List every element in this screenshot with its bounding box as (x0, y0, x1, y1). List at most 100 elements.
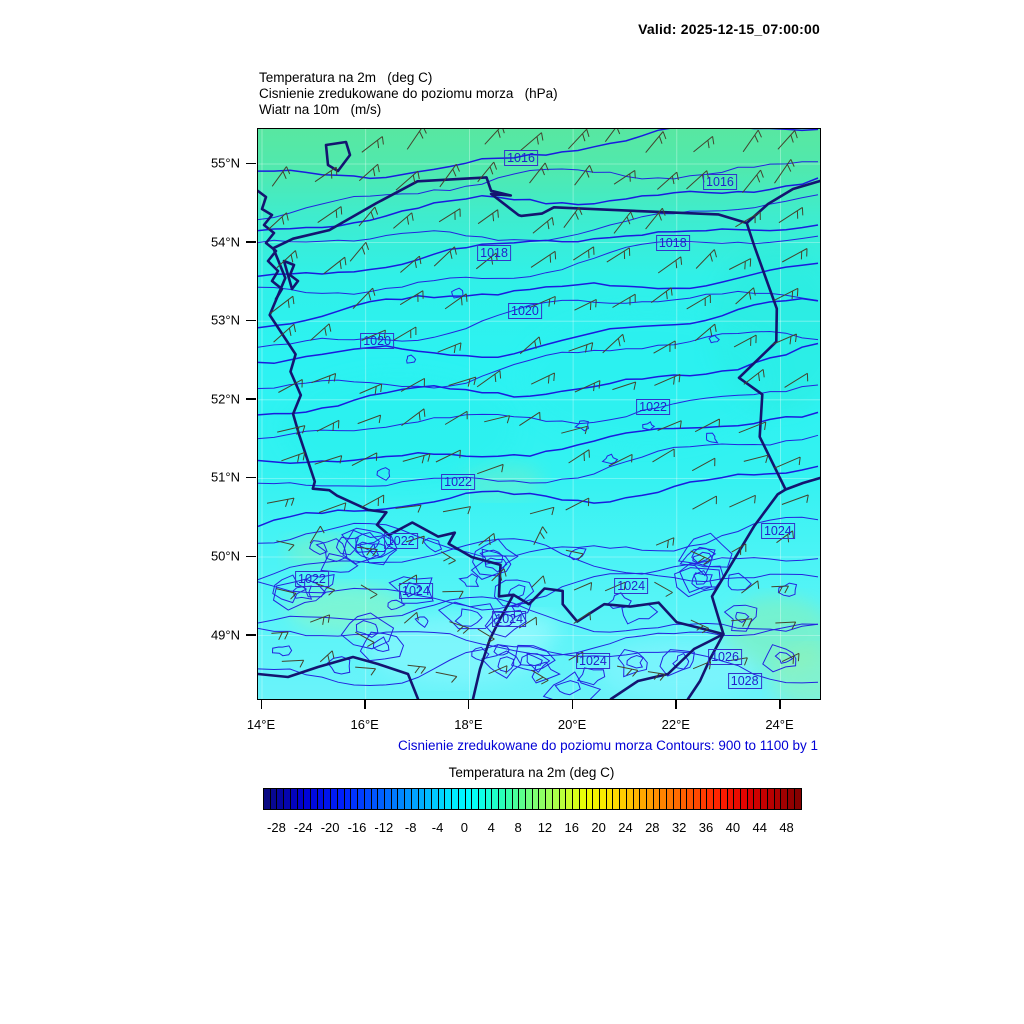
colorbar-tick-label: 0 (460, 820, 468, 835)
colorbar-cell (398, 789, 406, 809)
colorbar-cell (586, 789, 594, 809)
colorbar-tick-label: 40 (725, 820, 741, 835)
colorbar-cell (384, 789, 392, 809)
colorbar-cell (714, 789, 721, 809)
colorbar-cell (445, 789, 453, 809)
colorbar-tick-label: -12 (374, 820, 394, 835)
colorbar-cell (626, 789, 634, 809)
colorbar-cell (284, 789, 291, 809)
colorbar-cell (465, 789, 473, 809)
colorbar-cell (606, 789, 614, 809)
colorbar-cell (546, 789, 553, 809)
plot-title-block: Temperatura na 2m (deg C) Cisnienie zredu… (259, 70, 558, 118)
colorbar-tick-label: -4 (431, 820, 444, 835)
colorbar-cell (673, 789, 681, 809)
lon-axis-tick (467, 699, 470, 709)
colorbar-cell (559, 789, 567, 809)
lat-axis-tick (246, 634, 256, 636)
colorbar-cell (788, 789, 795, 809)
lon-axis-tick (675, 699, 677, 709)
isobar-contours (258, 129, 819, 699)
colorbar-cell (707, 789, 715, 809)
lon-axis-tick (260, 699, 262, 709)
lon-axis-tick (364, 699, 366, 709)
lat-axis-tick (246, 398, 256, 400)
colorbar-tick-label: 32 (671, 820, 687, 835)
colorbar-cell (774, 789, 782, 809)
colorbar-cell (358, 789, 365, 809)
colorbar-cell (337, 789, 345, 809)
colorbar-cell (364, 789, 372, 809)
plot-title-line: Temperatura na 2m (deg C) (259, 70, 433, 85)
colorbar-cell (270, 789, 278, 809)
pressure-label: 1016 (504, 150, 538, 167)
valid-timestamp: Valid: 2025-12-15_07:00:00 (638, 21, 820, 37)
colorbar-cell (573, 789, 580, 809)
lat-axis-label: 54°N (210, 234, 240, 250)
colorbar-tick-label: -28 (267, 820, 286, 835)
colorbar-cell (667, 789, 674, 809)
pressure-label: 1026 (708, 648, 742, 665)
lat-axis-tick (246, 241, 256, 243)
colorbar-cell (344, 789, 352, 809)
colorbar-cell (687, 789, 694, 809)
colorbar-title: Temperatura na 2m (deg C) (448, 765, 615, 780)
plot-title-line: Wiatr na 10m (m/s) (259, 102, 382, 117)
colorbar-cell (794, 789, 801, 809)
colorbar-cell (264, 789, 271, 809)
colorbar-cell (311, 789, 318, 809)
colorbar-cell (727, 789, 735, 809)
pressure-caption: Cisnienie zredukowane do poziomu morza C… (398, 738, 818, 753)
lat-axis-label: 52°N (210, 391, 240, 407)
pressure-label: 1024 (614, 578, 649, 595)
colorbar-cell (418, 789, 426, 809)
colorbar-tick-label: 44 (752, 820, 767, 835)
lat-axis-tick (246, 319, 256, 322)
colorbar-cell (754, 789, 762, 809)
pressure-label: 1024 (760, 522, 795, 539)
colorbar-cell (599, 789, 607, 809)
lat-axis-label: 55°N (210, 155, 240, 171)
map-canvas (258, 129, 820, 699)
colorbar-tick-label: -20 (320, 820, 340, 835)
colorbar-cell (458, 789, 466, 809)
colorbar-cell (499, 789, 506, 809)
colorbar-tick-label: 48 (779, 820, 794, 835)
pressure-label: 1028 (727, 672, 762, 689)
colorbar-tick-label: 36 (698, 820, 714, 835)
colorbar-cell (371, 789, 379, 809)
colorbar-cell (378, 789, 385, 809)
colorbar-cell (734, 789, 742, 809)
pressure-label: 1018 (655, 235, 690, 251)
colorbar-tick-label: 8 (514, 820, 522, 835)
colorbar-cell (431, 789, 439, 809)
colorbar-cell (781, 789, 789, 809)
colorbar-cell (613, 789, 621, 809)
colorbar-cell (720, 789, 728, 809)
colorbar-tick-label: -16 (347, 820, 367, 835)
map-frame: 1016 1016 1018 1018 1020 1020 1022 1022 1024 1022… (257, 128, 821, 700)
colorbar-cell (566, 789, 574, 809)
colorbar-cell (331, 789, 338, 809)
colorbar-cell (425, 789, 432, 809)
colorbar-cell (579, 789, 587, 809)
colorbar-tick-label: 16 (564, 820, 579, 835)
lat-axis-label: 49°N (210, 627, 240, 643)
colorbar-cell (633, 789, 641, 809)
colorbar-cell (660, 789, 668, 809)
colorbar-tick-label: -24 (293, 820, 313, 835)
pressure-label: 1024 (492, 611, 527, 628)
colorbar-cell (519, 789, 527, 809)
lon-axis-label: 20°E (557, 717, 587, 732)
pressure-label: 1022 (441, 473, 475, 490)
colorbar-tick-label: 4 (487, 820, 495, 835)
lon-axis-label: 14°E (246, 717, 276, 732)
colorbar-cell (653, 789, 661, 809)
colorbar-cell (438, 789, 446, 809)
colorbar-cell (526, 789, 533, 809)
colorbar-cell (747, 789, 755, 809)
colorbar-cell (640, 789, 647, 809)
lon-axis-tick (571, 699, 574, 709)
colorbar-cell (552, 789, 560, 809)
